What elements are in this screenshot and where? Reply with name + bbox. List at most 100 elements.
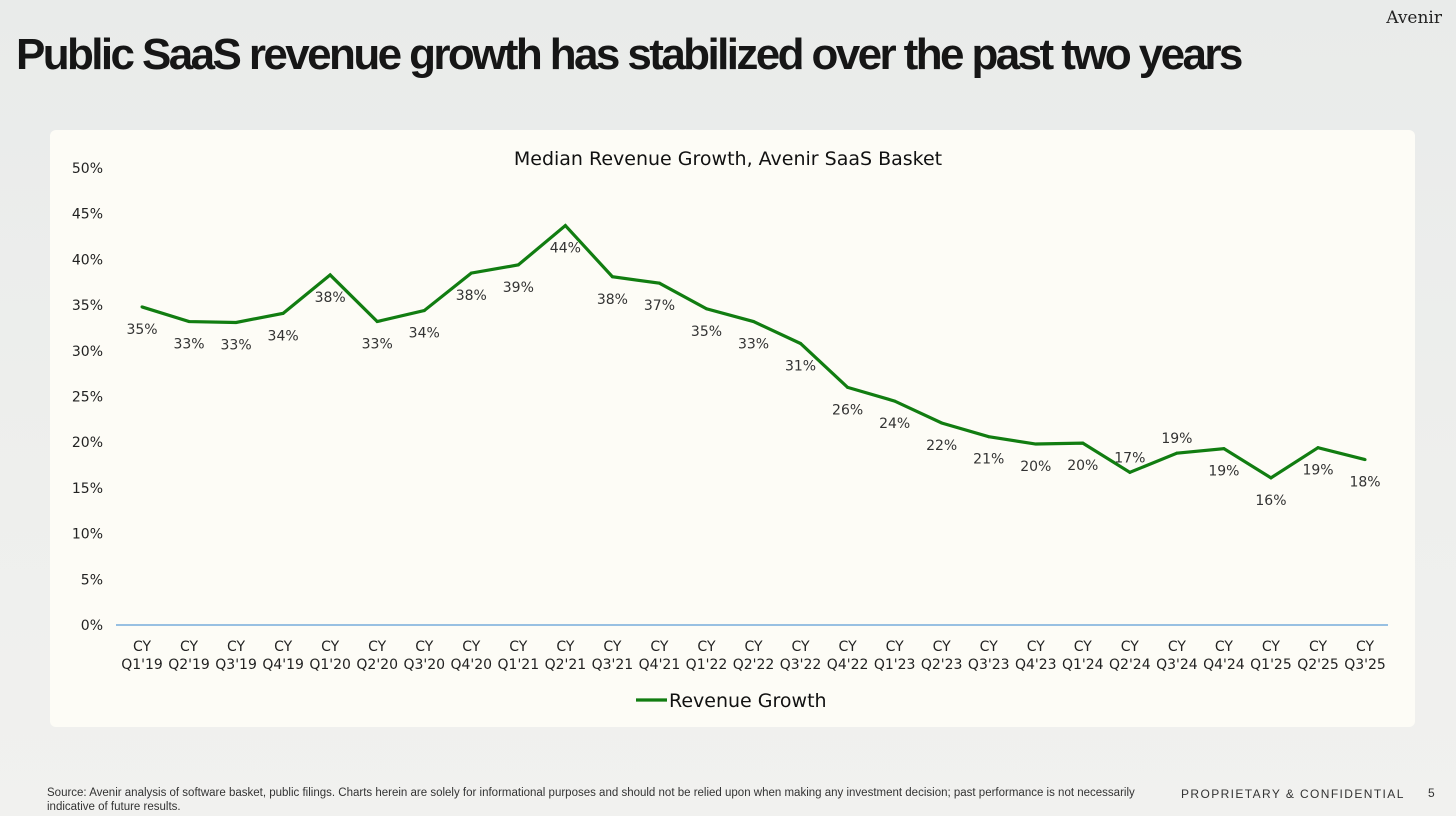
page-number: 5 [1428,786,1435,800]
y-tick-label: 25% [72,390,103,406]
data-label: 44% [550,241,581,257]
x-tick-label: CY Q2'19 [168,639,210,673]
data-label: 33% [362,337,393,353]
data-label: 22% [926,438,957,454]
x-tick-label: CY Q2'20 [356,639,398,673]
data-point [234,320,238,324]
x-tick-label: CY Q2'23 [921,639,963,673]
data-point [516,263,520,267]
data-label: 26% [832,402,863,418]
data-point [1269,476,1273,480]
x-tick-label: CY Q1'24 [1062,639,1104,673]
data-label: 37% [644,298,675,314]
data-label: 17% [1114,450,1145,466]
data-label: 24% [879,416,910,432]
x-tick-label: CY Q2'21 [545,639,587,673]
data-label: 35% [691,324,722,340]
data-label: 20% [1020,459,1051,475]
y-tick-label: 45% [72,207,103,223]
data-label: 33% [221,337,252,353]
chart-title: Median Revenue Growth, Avenir SaaS Baske… [514,148,942,170]
data-label: 38% [456,288,487,304]
y-tick-label: 0% [81,618,103,634]
data-label: 35% [126,322,157,338]
x-tick-label: CY Q2'25 [1297,639,1339,673]
data-label: 19% [1302,463,1333,479]
data-label: 38% [597,292,628,308]
x-tick-label: CY Q1'20 [309,639,351,673]
data-point [375,320,379,324]
data-point [1316,446,1320,450]
data-point [422,309,426,313]
data-label: 31% [785,358,816,374]
data-point [704,307,708,311]
x-tick-label: CY Q2'24 [1109,639,1151,673]
data-label: 33% [738,337,769,353]
data-point [752,320,756,324]
data-point [657,281,661,285]
legend-label: Revenue Growth [669,690,827,712]
x-tick-label: CY Q4'19 [262,639,304,673]
x-tick-label: CY Q4'22 [827,639,869,673]
x-tick-label: CY Q3'25 [1344,639,1386,673]
x-tick-label: CY Q4'20 [450,639,492,673]
line-chart: Median Revenue Growth, Avenir SaaS Baske… [72,148,1388,712]
data-point [140,305,144,309]
brand-logo: Avenir [1386,8,1442,28]
x-tick-label: CY Q1'19 [121,639,163,673]
x-tick-label: CY Q3'22 [780,639,822,673]
source-note: Source: Avenir analysis of software bask… [47,787,1135,813]
data-point [940,421,944,425]
data-label: 39% [503,280,534,296]
x-tick-label: CY Q3'19 [215,639,257,673]
y-tick-label: 15% [72,481,103,497]
data-point [1175,451,1179,455]
data-point [187,320,191,324]
x-tick-label: CY Q1'25 [1250,639,1292,673]
y-tick-label: 5% [81,572,103,588]
confidential-label: PROPRIETARY & CONFIDENTIAL [1181,787,1405,801]
data-point [563,224,567,228]
data-point [610,275,614,279]
x-tick-label: CY Q3'20 [403,639,445,673]
x-tick-label: CY Q4'23 [1015,639,1057,673]
x-tick-label: CY Q4'21 [639,639,681,673]
x-tick-label: CY Q1'21 [498,639,540,673]
data-label: 19% [1161,431,1192,447]
x-tick-label: CY Q1'23 [874,639,916,673]
data-point [469,271,473,275]
y-tick-label: 50% [72,161,103,177]
data-label: 33% [173,337,204,353]
y-tick-label: 40% [72,252,103,268]
data-point [846,385,850,389]
data-label: 16% [1255,493,1286,509]
data-point [1081,441,1085,445]
data-point [281,311,285,315]
x-tick-label: CY Q1'22 [686,639,728,673]
data-point [1128,470,1132,474]
data-point [328,273,332,277]
data-point [799,341,803,345]
x-tick-label: CY Q2'22 [733,639,775,673]
data-point [893,399,897,403]
page-title: Public SaaS revenue growth has stabilize… [16,30,1243,79]
data-label: 19% [1208,464,1239,480]
x-tick-label: CY Q4'24 [1203,639,1245,673]
y-tick-label: 35% [72,298,103,314]
data-label: 20% [1067,458,1098,474]
y-tick-label: 30% [72,344,103,360]
data-label: 38% [315,290,346,306]
y-tick-label: 20% [72,435,103,451]
data-label: 34% [268,328,299,344]
data-label: 18% [1349,475,1380,491]
chart-card: Median Revenue Growth, Avenir SaaS Baske… [50,130,1415,727]
data-point [1222,447,1226,451]
data-point [1363,458,1367,462]
data-label: 34% [409,326,440,342]
x-tick-label: CY Q3'21 [592,639,634,673]
x-tick-label: CY Q3'24 [1156,639,1198,673]
x-tick-label: CY Q3'23 [968,639,1010,673]
y-tick-label: 10% [72,527,103,543]
data-point [1034,442,1038,446]
data-point [987,435,991,439]
